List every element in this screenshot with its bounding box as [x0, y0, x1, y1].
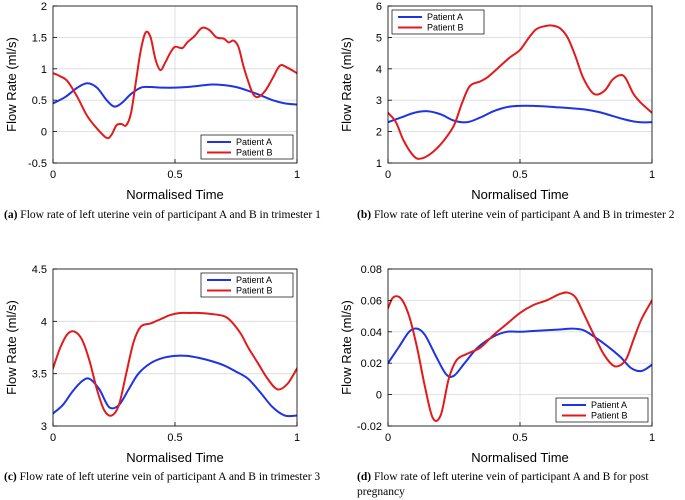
y-tick-label-b-5: 6 — [376, 1, 382, 13]
series-group-c — [53, 311, 297, 418]
series-line-d-patient-a — [388, 327, 652, 378]
series-line-b-patient-b — [388, 24, 652, 160]
legend-box-b — [391, 9, 485, 35]
y-tick-label-d-2: 0.02 — [361, 358, 382, 370]
caption-c-tag: (c) — [4, 471, 17, 483]
legend-label-b-patient-a: Patient A — [427, 12, 463, 22]
y-tick-label-b-0: 1 — [376, 158, 382, 170]
caption-a-text: Flow rate of left uterine vein of partic… — [20, 209, 321, 221]
caption-c: (c) Flow rate of left uterine vein of pa… — [4, 470, 334, 485]
series-line-c-patient-a — [53, 354, 297, 418]
y-tick-label-c-2: 4 — [41, 316, 47, 328]
y-axis-label-d: Flow Rate (ml/s) — [339, 300, 354, 395]
y-tick-label-d-1: 0 — [376, 390, 382, 402]
y-tick-label-a-4: 1.5 — [32, 32, 47, 44]
series-line-b-patient-a — [388, 104, 652, 124]
y-tick-label-a-2: 0.5 — [32, 95, 47, 107]
x-axis-label-c: Normalised Time — [126, 450, 224, 465]
y-tick-label-d-3: 0.04 — [361, 327, 382, 339]
caption-d-text: Flow rate of left uterine vein of partic… — [357, 471, 649, 498]
series-group-b — [388, 24, 652, 160]
x-tick-label-c-2: 1 — [294, 432, 300, 444]
x-tick-label-d-1: 0.5 — [512, 432, 527, 444]
y-axis-label-b: Flow Rate (ml/s) — [339, 37, 354, 132]
caption-a: (a) Flow rate of left uterine vein of pa… — [4, 208, 334, 223]
y-tick-label-b-2: 3 — [376, 95, 382, 107]
caption-b-tag: (b) — [357, 209, 372, 221]
series-group-a — [53, 26, 297, 140]
x-tick-label-b-1: 0.5 — [512, 169, 527, 181]
y-tick-label-a-0: -0.5 — [28, 158, 47, 170]
x-tick-label-a-1: 0.5 — [167, 169, 182, 181]
x-tick-label-a-2: 1 — [294, 169, 300, 181]
x-tick-label-d-0: 0 — [385, 432, 391, 444]
y-tick-label-a-5: 2 — [41, 1, 47, 13]
y-tick-label-b-4: 5 — [376, 32, 382, 44]
x-axis-label-b: Normalised Time — [471, 187, 569, 202]
y-tick-label-a-1: 0 — [41, 127, 47, 139]
series-group-d — [388, 291, 652, 422]
legend-label-d-patient-a: Patient A — [591, 400, 627, 410]
y-tick-label-b-1: 2 — [376, 127, 382, 139]
legend-label-a-patient-a: Patient A — [236, 137, 272, 147]
y-tick-label-a-3: 1 — [41, 64, 47, 76]
x-tick-label-d-2: 1 — [649, 432, 655, 444]
legend-label-c-patient-b: Patient B — [236, 286, 273, 296]
legend-label-c-patient-a: Patient A — [236, 275, 272, 285]
x-tick-label-b-0: 0 — [385, 169, 391, 181]
chart-c: 0 0.5 1 3 3.5 4 4.5 Normalised Time Flow Rate (m… — [4, 264, 300, 465]
legend-label-a-patient-b: Patient B — [236, 148, 273, 158]
y-tick-label-c-0: 3 — [41, 421, 47, 433]
legend-label-d-patient-b: Patient B — [591, 411, 628, 421]
caption-a-tag: (a) — [4, 209, 18, 221]
caption-d: (d) Flow rate of left uterine vein of pa… — [357, 470, 685, 500]
caption-b: (b) Flow rate of left uterine vein of pa… — [357, 208, 685, 223]
series-line-c-patient-b — [53, 311, 297, 417]
caption-c-text: Flow rate of left uterine vein of partic… — [19, 471, 321, 483]
x-tick-label-b-2: 1 — [649, 169, 655, 181]
x-tick-label-a-0: 0 — [50, 169, 56, 181]
legend-box-d — [555, 397, 649, 423]
x-tick-label-c-1: 0.5 — [167, 432, 182, 444]
y-tick-label-d-5: 0.08 — [361, 264, 382, 276]
legend-box-c — [200, 272, 294, 298]
series-line-d-patient-b — [388, 291, 652, 422]
y-tick-label-b-3: 4 — [376, 64, 382, 76]
y-axis-label-a: Flow Rate (ml/s) — [4, 37, 19, 132]
series-line-a-patient-b — [53, 26, 297, 140]
y-axis-label-c: Flow Rate (ml/s) — [4, 300, 19, 395]
y-tick-label-c-3: 4.5 — [32, 264, 47, 276]
y-tick-label-c-1: 3.5 — [32, 369, 47, 381]
chart-b: 0 0.5 1 1 2 3 4 5 6 Normalised Time Flow Rate (ml/… — [339, 1, 655, 202]
caption-b-text: Flow rate of left uterine vein of partic… — [373, 209, 675, 221]
y-tick-label-d-0: -0.02 — [357, 421, 382, 433]
caption-d-tag: (d) — [357, 471, 372, 483]
y-tick-label-d-4: 0.06 — [361, 295, 382, 307]
legend-box-a — [200, 134, 294, 160]
x-tick-label-c-0: 0 — [50, 432, 56, 444]
legend-label-b-patient-b: Patient B — [427, 23, 464, 33]
x-axis-label-a: Normalised Time — [126, 187, 224, 202]
x-axis-label-d: Normalised Time — [471, 450, 569, 465]
